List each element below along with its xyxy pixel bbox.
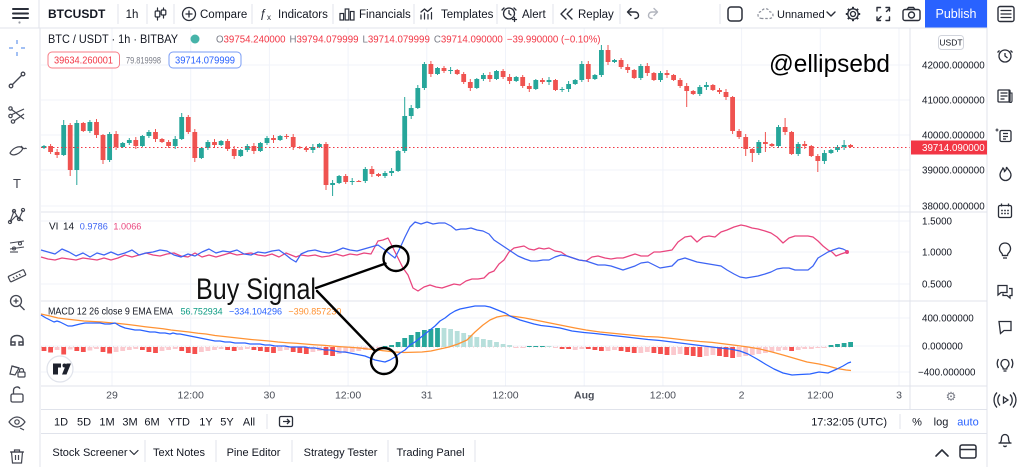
- svg-text:Templates: Templates: [441, 9, 494, 21]
- svg-text:log: log: [934, 417, 949, 429]
- svg-text:30: 30: [264, 390, 276, 402]
- svg-text:Aug: Aug: [574, 390, 594, 402]
- svg-text:6M: 6M: [144, 417, 159, 429]
- svg-text:YTD: YTD: [168, 417, 190, 429]
- svg-text:12:00: 12:00: [178, 390, 204, 402]
- svg-text:Unnamed: Unnamed: [777, 9, 825, 21]
- svg-text:T: T: [13, 176, 21, 191]
- svg-text:31: 31: [421, 390, 433, 402]
- svg-text:BTC / USDT · 1h · BITBAY: BTC / USDT · 1h · BITBAY: [48, 32, 178, 46]
- svg-text:42000.000000: 42000.000000: [922, 61, 985, 72]
- svg-text:56.752934: 56.752934: [181, 307, 223, 318]
- svg-text:USDT: USDT: [939, 38, 962, 48]
- svg-text:3M: 3M: [122, 417, 137, 429]
- svg-text:40000.000000: 40000.000000: [922, 131, 985, 142]
- svg-text:39714.079999: 39714.079999: [175, 56, 235, 67]
- svg-text:%: %: [912, 417, 922, 429]
- svg-text:0.5000: 0.5000: [922, 280, 953, 291]
- svg-text:3: 3: [896, 390, 902, 402]
- svg-text:@ellipsebd: @ellipsebd: [769, 50, 890, 78]
- svg-text:Trading Panel: Trading Panel: [396, 447, 464, 459]
- svg-text:79.819998: 79.819998: [126, 56, 161, 66]
- svg-text:1.0066: 1.0066: [113, 222, 141, 233]
- svg-text:⚙: ⚙: [946, 390, 957, 404]
- svg-text:17:32:05 (UTC): 17:32:05 (UTC): [811, 417, 887, 429]
- svg-text:VI: VI: [49, 222, 58, 233]
- svg-text:x: x: [267, 13, 271, 22]
- svg-text:Strategy Tester: Strategy Tester: [304, 447, 378, 459]
- svg-text:Text Notes: Text Notes: [153, 447, 205, 459]
- svg-text:Buy Signal: Buy Signal: [196, 273, 316, 306]
- svg-text:41000.000000: 41000.000000: [922, 96, 985, 107]
- svg-text:auto: auto: [957, 417, 978, 429]
- svg-text:2: 2: [739, 390, 745, 402]
- svg-text:39000.000000: 39000.000000: [922, 166, 985, 177]
- svg-text:39634.260001: 39634.260001: [54, 56, 113, 67]
- svg-text:0.9786: 0.9786: [80, 222, 108, 233]
- svg-text:39714.090000: 39714.090000: [922, 143, 985, 154]
- svg-text:12:00: 12:00: [807, 390, 833, 402]
- svg-text:Pine Editor: Pine Editor: [227, 447, 281, 459]
- svg-text:−334.104296: −334.104296: [229, 307, 282, 318]
- svg-text:Publish: Publish: [936, 7, 977, 21]
- svg-text:Indicators: Indicators: [278, 9, 328, 21]
- svg-text:5D: 5D: [77, 417, 91, 429]
- svg-text:Replay: Replay: [578, 9, 614, 21]
- svg-text:1.5000: 1.5000: [922, 217, 953, 228]
- svg-text:12:00: 12:00: [335, 390, 361, 402]
- svg-text:400.000000: 400.000000: [922, 314, 974, 325]
- svg-text:−390.857230: −390.857230: [288, 307, 341, 318]
- svg-text:MACD 12 26 close 9 EMA EMA: MACD 12 26 close 9 EMA EMA: [48, 307, 173, 318]
- svg-text:12:00: 12:00: [650, 390, 676, 402]
- svg-text:Financials: Financials: [359, 9, 411, 21]
- svg-text:Alert: Alert: [522, 9, 546, 21]
- svg-text:Stock Screener: Stock Screener: [52, 447, 128, 459]
- svg-text:38000.000000: 38000.000000: [922, 202, 985, 213]
- svg-text:BTCUSDT: BTCUSDT: [48, 7, 106, 21]
- svg-text:−400.000000: −400.000000: [918, 368, 976, 379]
- svg-text:5Y: 5Y: [220, 417, 234, 429]
- svg-text:0.000000: 0.000000: [922, 342, 963, 353]
- svg-text:1h: 1h: [126, 9, 139, 21]
- svg-text:14: 14: [63, 222, 75, 233]
- svg-text:12:00: 12:00: [492, 390, 518, 402]
- svg-text:29: 29: [106, 390, 118, 402]
- svg-text:All: All: [243, 417, 255, 429]
- svg-text:1M: 1M: [99, 417, 114, 429]
- svg-text:1Y: 1Y: [199, 417, 213, 429]
- svg-text:ƒ: ƒ: [260, 7, 267, 21]
- svg-text:1D: 1D: [54, 417, 68, 429]
- svg-text:Compare: Compare: [200, 9, 247, 21]
- svg-text:1.0000: 1.0000: [922, 248, 953, 259]
